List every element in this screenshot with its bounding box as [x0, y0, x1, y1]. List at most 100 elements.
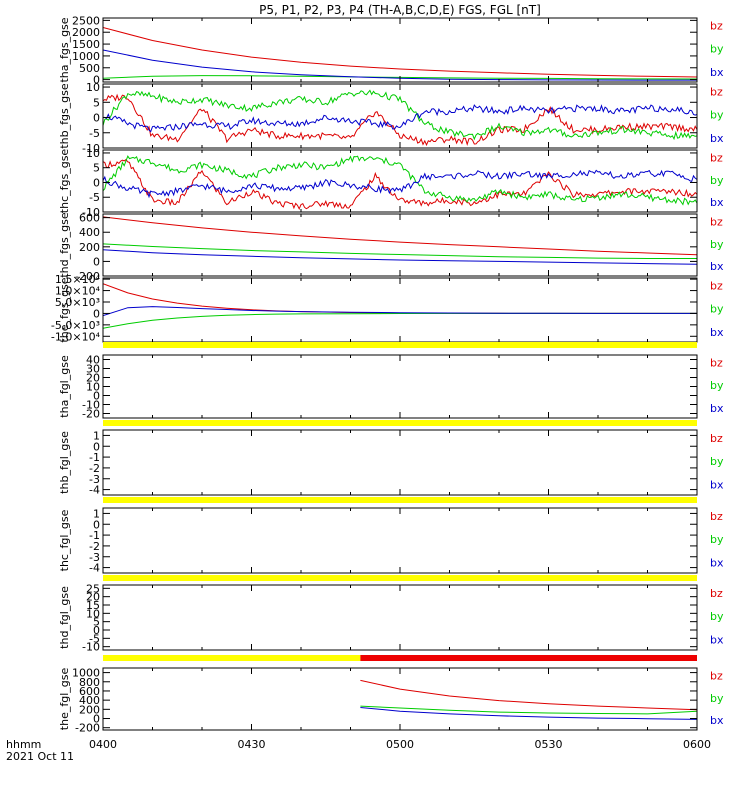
legend-label-bz: bz — [710, 669, 723, 682]
legend-label-by: by — [710, 379, 724, 392]
y-tick-label: 0 — [93, 713, 100, 726]
time-tick-label: 0400 — [89, 738, 117, 751]
y-tick-label: -2 — [89, 462, 100, 475]
plot-title: P5, P1, P2, P3, P4 (TH-A,B,C,D,E) FGS, F… — [259, 3, 541, 17]
y-tick-label: 30 — [86, 363, 100, 376]
time-tick-label: 0530 — [535, 738, 563, 751]
panel-thb_fgl_gse: 10-1-2-3-4 thb_fgl_gse bz by bx — [58, 420, 724, 497]
y-tick-label: -3 — [89, 473, 100, 486]
series-group — [103, 283, 697, 329]
legend-label-bz: bz — [710, 280, 723, 293]
y-tick-label: -20 — [82, 408, 100, 421]
y-tick-label: 1000 — [72, 50, 100, 63]
status-bar-segment — [103, 342, 697, 348]
y-tick-label: 0 — [93, 624, 100, 637]
legend-label-by: by — [710, 455, 724, 468]
legend-label-by: by — [710, 174, 724, 187]
y-axis-label: the_fgs_gse — [58, 277, 71, 342]
y-tick-label: -5.0×10³ — [51, 319, 100, 332]
y-tick-label: 20 — [86, 372, 100, 385]
y-tick-label: 1 — [93, 429, 100, 442]
y-tick-label: 0 — [93, 112, 100, 125]
y-tick-label: 0 — [93, 74, 100, 87]
y-tick-label: 25 — [86, 582, 100, 595]
legend-label-by: by — [710, 692, 724, 705]
y-tick-label: 1000 — [72, 667, 100, 680]
legend-label-by: by — [710, 43, 724, 56]
y-tick-label: 0 — [93, 518, 100, 531]
y-axis-label: thb_fgl_gse — [58, 431, 71, 494]
panel-frame — [102, 584, 698, 651]
series-line-by — [103, 312, 697, 329]
series-line-by — [360, 705, 697, 715]
panel-frame — [102, 429, 698, 496]
y-axis-label: thb_fgs_gse — [58, 83, 71, 149]
y-tick-label: 600 — [79, 212, 100, 225]
series-group — [103, 155, 697, 210]
y-tick-label: 800 — [79, 676, 100, 689]
y-tick-label: -200 — [75, 270, 100, 283]
y-tick-label: 1.5×10⁴ — [55, 273, 101, 286]
y-tick-label: -1 — [89, 451, 100, 464]
status-bar-segment — [103, 575, 697, 581]
y-axis-label: thc_fgs_gse — [58, 149, 71, 214]
panel-frame — [102, 17, 698, 83]
series-line-bx — [103, 169, 697, 199]
panel-frame — [102, 149, 698, 213]
legend-label-bx: bx — [710, 66, 724, 79]
y-axis-label: the_fgl_gse — [58, 668, 71, 731]
y-tick-label: 10 — [86, 607, 100, 620]
legend-label-bz: bz — [710, 86, 723, 99]
series-group — [103, 216, 697, 265]
series-line-bz — [103, 93, 697, 147]
y-tick-label: 5 — [93, 96, 100, 109]
y-tick-label: 0 — [93, 440, 100, 453]
series-line-bz — [103, 158, 697, 210]
y-axis-label: tha_fgl_gse — [58, 355, 71, 418]
y-tick-label: 1500 — [72, 38, 100, 51]
series-line-bx — [103, 249, 697, 265]
y-tick-label: 5 — [93, 616, 100, 629]
legend-label-bz: bz — [710, 357, 723, 370]
series-group — [360, 679, 697, 720]
y-tick-label: -10 — [82, 142, 100, 155]
time-tick-label: 0500 — [386, 738, 414, 751]
y-tick-label: 200 — [79, 241, 100, 254]
y-tick-label: -5 — [89, 191, 100, 204]
y-tick-label: 200 — [79, 703, 100, 716]
panel-frame — [102, 667, 698, 731]
panel-frame — [102, 277, 698, 343]
y-axis-label: tha_fgs_gse — [58, 17, 71, 82]
status-bar-segment — [103, 420, 697, 426]
series-line-by — [103, 89, 697, 141]
y-tick-label: 400 — [79, 694, 100, 707]
y-tick-label: -200 — [75, 722, 100, 735]
legend-label-bz: bz — [710, 20, 723, 33]
y-tick-label: -5 — [89, 127, 100, 140]
series-line-by — [103, 243, 697, 259]
legend-label-bx: bx — [710, 479, 724, 492]
legend-label-bz: bz — [710, 215, 723, 228]
legend-label-by: by — [710, 303, 724, 316]
y-tick-label: 0 — [93, 176, 100, 189]
series-line-by — [103, 155, 697, 206]
y-tick-label: 10 — [86, 381, 100, 394]
y-tick-label: 20 — [86, 591, 100, 604]
legend-label-bx: bx — [710, 260, 724, 273]
panel-thb_fgs_gse: 10 5 0 -5 -10 thb_fgs_gse bz by bx — [58, 81, 724, 155]
y-tick-label: -5 — [89, 632, 100, 645]
legend-label-bx: bx — [710, 326, 724, 339]
panel-the_fgs_gse: 1.5×10⁴1.0×10⁴5.0×10³0-5.0×10³-1.0×10⁴th… — [51, 273, 724, 343]
time-tick-label: 0430 — [238, 738, 266, 751]
legend-label-by: by — [710, 109, 724, 122]
legend-label-by: by — [710, 238, 724, 251]
y-tick-label: 40 — [86, 354, 100, 367]
legend-label-bx: bx — [710, 714, 724, 727]
y-tick-label: -2 — [89, 540, 100, 553]
legend-label-bx: bx — [710, 196, 724, 209]
y-tick-label: 0 — [93, 255, 100, 268]
legend-label-bx: bx — [710, 634, 724, 647]
series-line-bz — [103, 27, 697, 78]
